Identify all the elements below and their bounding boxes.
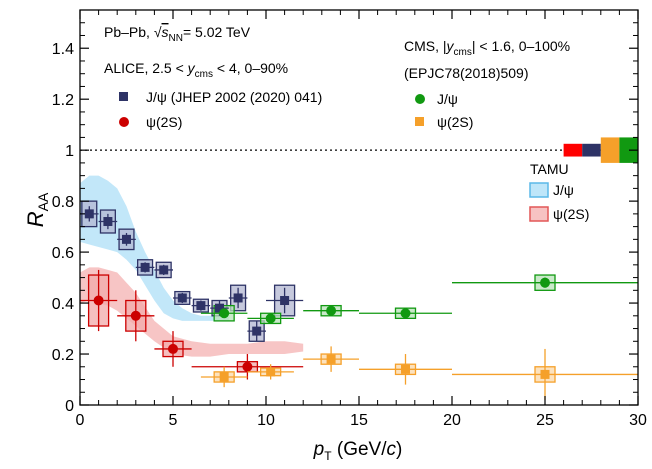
marker-alice_jpsi-0 <box>84 209 94 219</box>
marker-alice_jpsi-3 <box>140 262 150 272</box>
legend-label-cms-psi2s: ψ(2S) <box>437 114 473 130</box>
legend-marker-alice-psi2s <box>119 117 129 127</box>
marker-alice_jpsi-10 <box>280 296 290 306</box>
normalization-box-2 <box>600 137 620 163</box>
marker-cms_jpsi-1 <box>265 313 276 324</box>
marker-alice_jpsi-1 <box>103 217 113 227</box>
y-tick-label-6: 1.2 <box>52 92 74 109</box>
marker-alice_jpsi-9 <box>252 326 262 336</box>
x-axis-title: pT (GeV/c) <box>313 439 403 463</box>
band-tamu_psi2s <box>80 267 304 357</box>
marker-cms_jpsi-3 <box>400 308 411 319</box>
legend-marker-cms-psi2s <box>415 117 424 126</box>
x-tick-label-3: 15 <box>350 412 368 429</box>
marker-alice_jpsi-5 <box>177 293 187 303</box>
marker-alice_psi2s-3 <box>242 361 253 372</box>
axes: 0 5 10 15 20 25 30 0 0.2 0.4 0.6 0.8 1 1.2 1.4 <box>52 9 647 429</box>
y-tick-label-5: 1 <box>65 143 74 160</box>
normalization-box-3 <box>619 137 638 163</box>
legend-band-tamu-jpsi <box>529 182 549 198</box>
band-tamu_jpsi <box>80 175 229 321</box>
legend-marker-cms-jpsi <box>415 94 425 104</box>
x-tick-label-6: 30 <box>629 412 647 429</box>
normalization-boxes <box>563 137 638 163</box>
normalization-box-1 <box>582 143 601 157</box>
legend-label-tamu-psi2s: ψ(2S) <box>553 206 589 222</box>
x-tick-label-1: 5 <box>169 412 178 429</box>
y-tick-label-4: 0.8 <box>52 194 74 211</box>
normalization-box-0 <box>563 143 583 157</box>
marker-cms_jpsi-0 <box>219 308 230 319</box>
marker-cms_psi2s-2 <box>326 354 336 364</box>
legend-label-alice-jpsi: J/ψ (JHEP 2002 (2020) 041) <box>146 89 322 105</box>
marker-alice_jpsi-4 <box>159 265 169 275</box>
cms-annotation: CMS, |ycms| < 1.6, 0–100% <box>404 38 570 58</box>
legend-label-cms-jpsi: J/ψ <box>437 91 458 107</box>
legend-label-tamu-jpsi: J/ψ <box>553 182 574 198</box>
legend-label-alice-psi2s: ψ(2S) <box>146 114 182 130</box>
marker-cms_jpsi-4 <box>540 277 550 288</box>
x-tick-label-0: 0 <box>76 412 85 429</box>
legend-band-tamu-psi2s <box>529 206 549 222</box>
alice-annotation: ALICE, 2.5 < ycms < 4, 0–90% <box>104 60 288 80</box>
y-tick-label-0: 0 <box>65 398 74 415</box>
marker-alice_jpsi-2 <box>122 234 131 244</box>
x-tick-label-2: 10 <box>257 412 275 429</box>
marker-alice_psi2s-1 <box>130 310 141 321</box>
y-tick-label-1: 0.2 <box>52 347 74 364</box>
marker-cms_psi2s-1 <box>266 367 276 377</box>
x-tick-label-4: 20 <box>443 412 461 429</box>
data-markers <box>80 200 638 400</box>
model-bands <box>80 175 304 357</box>
marker-cms_psi2s-0 <box>219 372 229 382</box>
legend: J/ψ (JHEP 2002 (2020) 041) ψ(2S) J/ψ ψ(2… <box>119 89 589 222</box>
marker-alice_jpsi-8 <box>233 293 243 303</box>
legend-marker-alice-jpsi <box>119 92 128 101</box>
y-tick-label-2: 0.4 <box>52 296 74 313</box>
x-tick-label-5: 25 <box>536 412 554 429</box>
y-tick-label-3: 0.6 <box>52 245 74 262</box>
marker-cms_jpsi-2 <box>326 305 337 316</box>
y-axis-title: RAA <box>23 192 51 227</box>
collision-annotation: Pb–Pb, √sNN= 5.02 TeV <box>104 24 251 44</box>
marker-alice_psi2s-2 <box>168 343 178 354</box>
marker-cms_psi2s-3 <box>401 364 410 374</box>
marker-alice_jpsi-6 <box>196 301 206 311</box>
marker-alice_jpsi-7 <box>215 303 224 313</box>
cms-reference: (EPJC78(2018)509) <box>404 65 529 81</box>
marker-alice_psi2s-0 <box>93 295 104 306</box>
marker-cms_psi2s-4 <box>540 369 550 379</box>
y-tick-label-7: 1.4 <box>52 41 74 58</box>
tamu-label: TAMU <box>530 161 569 177</box>
